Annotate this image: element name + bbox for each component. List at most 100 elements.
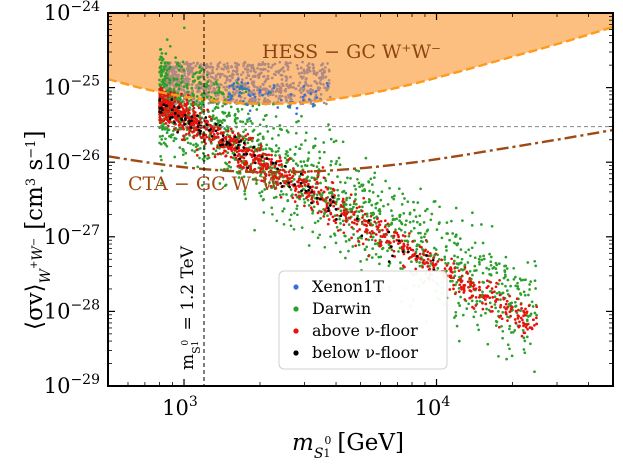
point-darwin (421, 248, 424, 251)
point-darwin (218, 182, 222, 185)
point-above-floor (522, 322, 526, 325)
point-darwin (295, 204, 299, 208)
point-xenon1t (248, 109, 252, 113)
point-above-floor (489, 280, 493, 284)
point-darwin (373, 176, 376, 179)
point-xenon1t (307, 98, 311, 101)
point-above-floor (228, 160, 231, 164)
point-above-floor (341, 199, 345, 203)
point-above-floor (172, 91, 176, 95)
point-darwin (233, 118, 237, 122)
point-darwin (162, 85, 166, 89)
point-excluded-hess (230, 74, 233, 78)
point-above-floor (533, 324, 536, 327)
point-darwin (437, 258, 441, 261)
point-above-floor (411, 240, 414, 243)
point-below-floor (315, 196, 319, 200)
point-darwin (188, 106, 192, 109)
point-darwin (163, 127, 167, 130)
point-darwin (313, 221, 317, 225)
point-above-floor (490, 291, 494, 295)
point-darwin (225, 115, 229, 118)
point-darwin (472, 315, 476, 319)
point-darwin (489, 255, 493, 259)
point-above-floor (497, 325, 501, 329)
point-darwin (250, 139, 254, 143)
point-darwin (470, 246, 474, 250)
point-darwin (174, 56, 177, 59)
point-darwin (285, 193, 288, 196)
point-above-floor (239, 165, 243, 169)
point-above-floor (297, 195, 301, 199)
point-darwin (334, 162, 338, 166)
point-excluded-hess (315, 82, 319, 85)
point-darwin (364, 200, 367, 204)
point-darwin (303, 201, 307, 204)
point-above-floor (521, 318, 524, 322)
point-above-floor (405, 246, 409, 249)
point-darwin (459, 248, 463, 251)
point-darwin (198, 71, 202, 75)
point-darwin (480, 223, 483, 226)
point-darwin (224, 128, 228, 132)
point-darwin (357, 243, 361, 247)
point-darwin (244, 128, 247, 132)
point-above-floor (197, 106, 201, 110)
point-excluded-hess (235, 62, 239, 65)
point-xenon1t (325, 81, 329, 85)
point-above-floor (434, 252, 438, 256)
point-darwin (505, 357, 508, 361)
point-below-floor (280, 185, 284, 188)
point-darwin (399, 267, 402, 270)
point-excluded-hess (292, 86, 295, 89)
point-above-floor (368, 223, 372, 227)
point-xenon1t (246, 103, 249, 107)
point-darwin (415, 220, 419, 224)
point-darwin (525, 335, 529, 339)
point-above-floor (342, 223, 346, 227)
point-excluded-hess (200, 86, 203, 90)
point-excluded-hess (304, 78, 308, 81)
point-darwin (186, 141, 190, 145)
point-xenon1t (236, 78, 240, 81)
point-below-floor (360, 234, 364, 238)
point-darwin (480, 258, 484, 262)
point-above-floor (257, 157, 260, 161)
point-darwin (457, 286, 461, 290)
point-darwin (259, 174, 262, 178)
point-darwin (299, 160, 303, 163)
point-darwin (503, 264, 506, 268)
point-above-floor (234, 156, 238, 160)
point-above-floor (449, 266, 453, 269)
point-xenon1t (311, 104, 315, 108)
point-above-floor (270, 157, 274, 161)
point-below-floor (276, 167, 279, 171)
point-above-floor (277, 163, 281, 167)
point-above-floor (278, 159, 282, 162)
point-below-floor (387, 260, 391, 263)
point-excluded-hess (171, 74, 175, 78)
point-above-floor (208, 115, 211, 118)
point-darwin (268, 181, 271, 185)
point-above-floor (432, 266, 436, 270)
point-above-floor (169, 120, 172, 123)
point-excluded-hess (246, 63, 250, 67)
point-above-floor (393, 255, 397, 258)
point-darwin (347, 238, 351, 241)
point-above-floor (182, 134, 185, 138)
point-above-floor (478, 285, 481, 289)
point-excluded-hess (256, 86, 260, 90)
point-above-floor (466, 272, 470, 275)
point-above-floor (164, 112, 167, 116)
point-above-floor (519, 316, 523, 320)
point-darwin (283, 156, 287, 160)
point-darwin (534, 287, 537, 290)
point-darwin (360, 236, 363, 240)
point-excluded-hess (252, 89, 256, 92)
point-above-floor (426, 257, 430, 261)
point-below-floor (310, 190, 314, 194)
point-excluded-hess (278, 94, 282, 98)
point-darwin (172, 139, 176, 143)
point-above-floor (367, 254, 370, 258)
point-above-floor (327, 218, 331, 221)
